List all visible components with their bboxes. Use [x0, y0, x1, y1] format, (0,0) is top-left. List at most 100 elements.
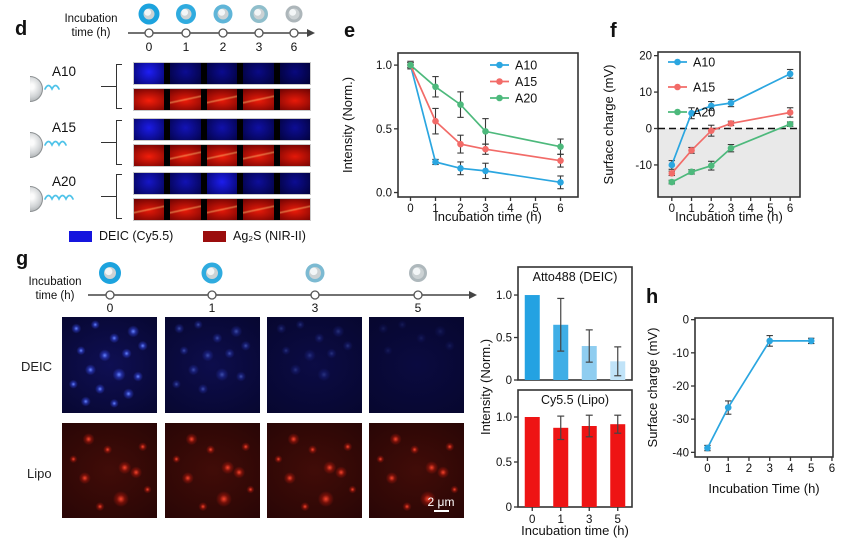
g-row-label-deic: DEIC [21, 359, 53, 374]
fluorescence-cell [134, 145, 165, 166]
d-ag2s-strip-a15 [133, 144, 311, 167]
svg-text:5: 5 [615, 514, 621, 526]
fluorescence-cell [243, 89, 274, 110]
svg-text:3: 3 [482, 203, 488, 215]
svg-text:-20: -20 [672, 381, 689, 393]
svg-text:6: 6 [787, 203, 793, 215]
panel-label-e: e [344, 20, 356, 42]
svg-text:1.0: 1.0 [496, 290, 512, 302]
fluorescence-cell [279, 119, 310, 140]
svg-text:A20: A20 [693, 106, 715, 120]
timeline-node-3h: 3 [254, 28, 264, 54]
svg-text:3: 3 [767, 463, 773, 475]
svg-text:0: 0 [107, 301, 114, 315]
g-timeline-title-line1: Incubation [28, 276, 82, 288]
fluorescence-cell [243, 119, 274, 140]
fluorescence-cell [170, 119, 201, 140]
deic-image-3h [267, 317, 362, 413]
fluorescence-cell [243, 173, 274, 194]
chart-g-bar-charts: 0 0.5 1.0 Atto488 (DEIC) 0 0.5 1.0 0 1 3 5 Cy5.5 (L… [478, 266, 633, 538]
svg-text:2: 2 [708, 203, 714, 215]
svg-text:1.0: 1.0 [376, 60, 392, 72]
fluorescence-cell [170, 89, 201, 110]
svg-text:6: 6 [557, 203, 563, 215]
fluorescence-cell [279, 145, 310, 166]
timeline-node-1h: 1 [181, 28, 191, 54]
timeline-node-0h: 0 [105, 290, 115, 315]
fluorescence-cell [170, 199, 201, 220]
polymer-squiggle-icon-a10 [44, 84, 60, 91]
svg-text:2: 2 [220, 40, 227, 54]
svg-text:Atto488 (DEIC): Atto488 (DEIC) [533, 270, 618, 284]
d-incubation-timeline: 0 1 2 3 6 [128, 3, 315, 54]
vesicle-icon-6h [285, 5, 303, 23]
panel-label-d: d [15, 18, 28, 40]
svg-text:Incubation time (h): Incubation time (h) [675, 209, 783, 224]
svg-text:0.5: 0.5 [496, 333, 512, 345]
fluorescence-cell [134, 173, 165, 194]
d-timeline-title: Incubation time (h) [52, 13, 130, 40]
liposome-hemisphere-icon-a15 [30, 132, 43, 158]
fluorescence-cell [243, 199, 274, 220]
svg-text:A10: A10 [515, 59, 537, 73]
svg-text:4: 4 [787, 463, 794, 475]
fluorescence-cell [170, 173, 201, 194]
svg-text:5: 5 [532, 203, 538, 215]
vesicle-icon-1h [201, 262, 223, 284]
polymer-squiggle-icon-a15 [44, 140, 67, 147]
fluorescence-cell [243, 63, 274, 84]
deic-image-0h [62, 317, 157, 413]
svg-text:1: 1 [209, 301, 216, 315]
fluorescence-cell [134, 63, 165, 84]
fluorescence-cell [279, 173, 310, 194]
fluorescence-cell [206, 173, 238, 194]
vesicle-icon-0h [99, 262, 121, 284]
svg-text:20: 20 [639, 51, 652, 63]
fluorescence-cell [134, 199, 165, 220]
svg-text:10: 10 [639, 87, 652, 99]
lipo-image-3h [267, 423, 362, 518]
svg-text:A15: A15 [515, 75, 537, 89]
lipo-image-0h [62, 423, 157, 518]
svg-text:Incubation time (h): Incubation time (h) [521, 523, 629, 538]
connector-dash [101, 86, 116, 87]
g-timeline-title-line2: time (h) [35, 289, 75, 302]
chart-h-surface-charge-line: 0 1 2 3 4 5 6 0 -10 -20 -30 -40 Incubation Time (h) S… [645, 315, 835, 496]
timeline-node-6h: 6 [289, 28, 299, 54]
svg-text:1: 1 [688, 203, 694, 215]
svg-text:A10: A10 [693, 56, 715, 70]
fluorescence-cell [206, 199, 238, 220]
lipo-image-1h [165, 423, 260, 518]
panel-label-g: g [16, 248, 29, 270]
d-ag2s-strip-a10 [133, 88, 311, 111]
svg-text:3: 3 [728, 203, 734, 215]
d-timeline-title-line2: time (h) [71, 26, 111, 39]
group-bracket [116, 174, 122, 219]
vesicle-icon-0h [138, 3, 160, 25]
timeline-node-5h: 5 [413, 290, 423, 315]
d-deic-strip-a10 [133, 62, 311, 85]
fluorescence-cell [206, 145, 238, 166]
svg-text:-10: -10 [635, 160, 652, 172]
fluorescence-cell [170, 145, 201, 166]
svg-text:2: 2 [457, 203, 463, 215]
fluorescence-cell [206, 89, 238, 110]
svg-text:0: 0 [529, 514, 535, 526]
svg-text:Intensity (Norm.): Intensity (Norm.) [478, 339, 493, 435]
svg-text:1.0: 1.0 [496, 412, 512, 424]
d-legend-label-deic: DEIC (Cy5.5) [99, 229, 174, 243]
group-bracket [116, 120, 122, 165]
deic-image-1h [165, 317, 260, 413]
svg-text:Surface charge (mV): Surface charge (mV) [645, 328, 660, 448]
svg-text:6: 6 [829, 463, 835, 475]
svg-text:-10: -10 [672, 348, 689, 360]
d-legend-swatch-deic [69, 230, 92, 242]
lipo-image-5h [369, 423, 464, 518]
svg-text:4: 4 [507, 203, 514, 215]
fluorescence-cell [279, 89, 310, 110]
timeline-node-1h: 1 [207, 290, 217, 315]
deic-image-5h [369, 317, 464, 413]
svg-text:1: 1 [432, 203, 438, 215]
fluorescence-cell [206, 63, 238, 84]
